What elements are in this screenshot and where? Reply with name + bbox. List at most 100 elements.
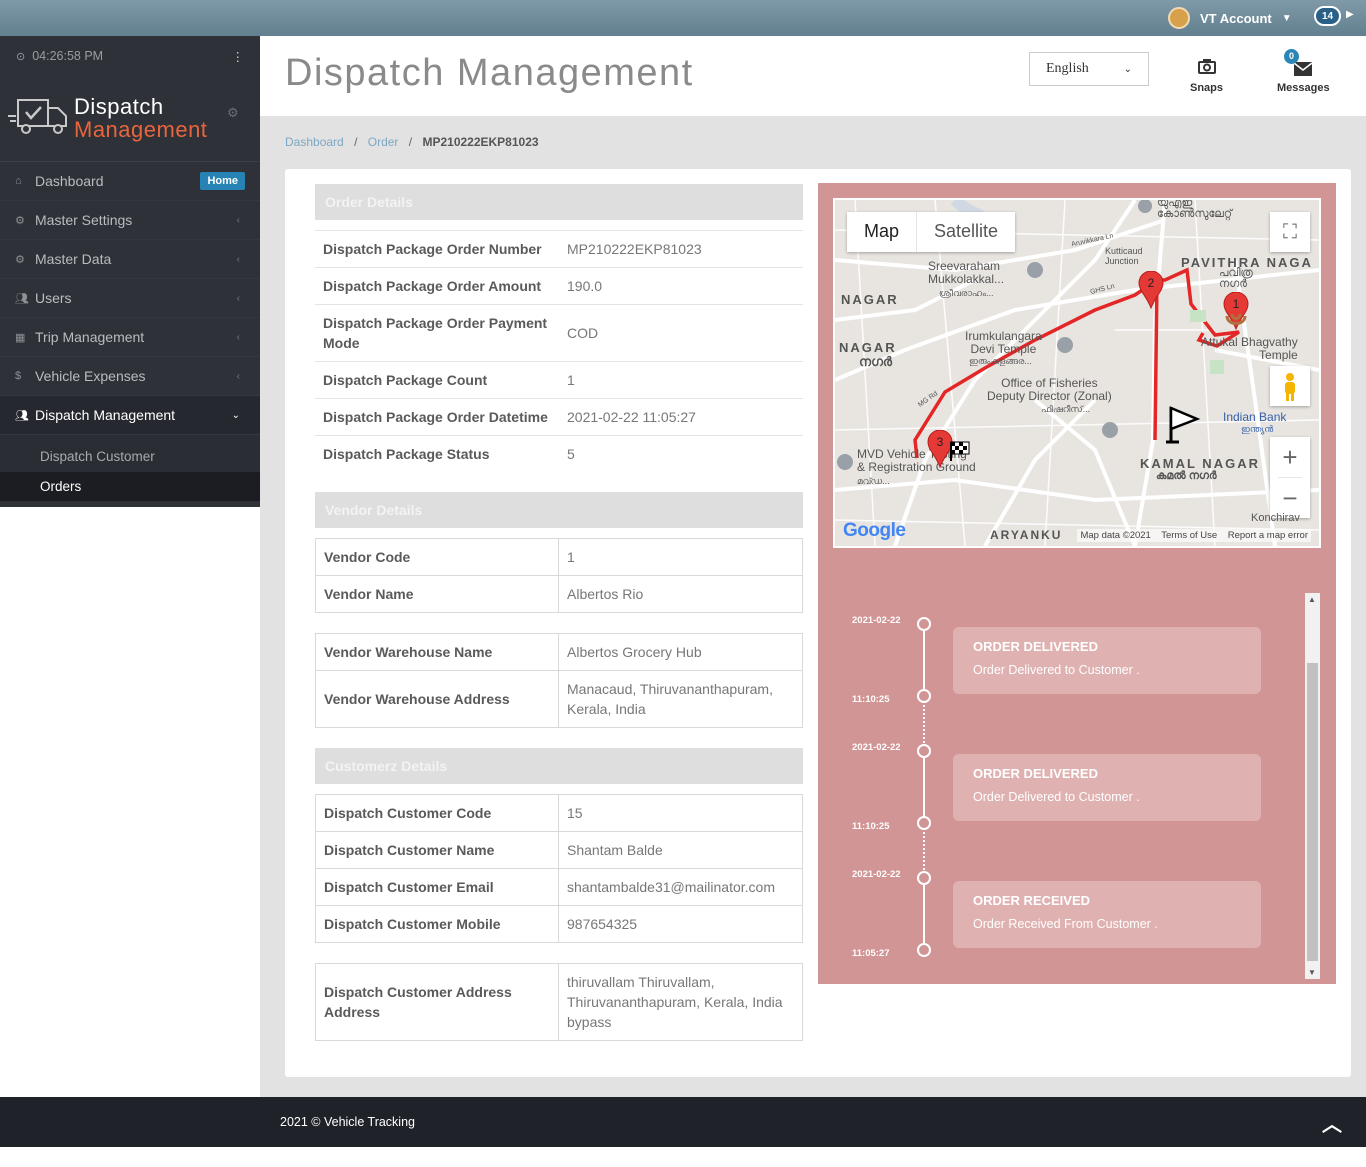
field-value: Manacaud, Thiruvananthapuram, Kerala, In… [558, 670, 803, 728]
order-details-heading: Order Details [315, 184, 803, 220]
field-label: Dispatch Package Order Number [315, 230, 559, 268]
dollar-icon: $ [15, 370, 22, 382]
timeline-dot [917, 744, 931, 758]
customer-details-table: Dispatch Customer Code 15 Dispatch Custom… [315, 794, 803, 943]
field-label: Vendor Code [315, 538, 559, 576]
timeline-time: 11:10:25 [852, 694, 890, 705]
avatar [1168, 7, 1190, 29]
clock-icon: ⊙ [16, 50, 26, 63]
snaps-button[interactable]: Snaps [1190, 58, 1223, 94]
logo-line1: Dispatch [74, 94, 164, 119]
table-row: Vendor Warehouse Address Manacaud, Thiruv… [315, 670, 803, 728]
order-details-table: Dispatch Package Order Number MP210222EKP… [315, 230, 803, 473]
sidebar-item-label: Users [35, 290, 72, 306]
zoom-in-icon[interactable]: + [1282, 442, 1298, 472]
account-label: VT Account [1200, 10, 1272, 26]
field-value: Albertos Grocery Hub [558, 633, 803, 671]
field-value: 15 [558, 794, 803, 832]
sidebar: ⊙ 04:26:58 PM ⋮ Dispatch Management ⚙ ⌂ … [0, 36, 260, 507]
field-label: Dispatch Package Order Payment Mode [315, 304, 559, 362]
table-row: Dispatch Package Status 5 [315, 435, 803, 473]
map-label: Irumkulangara Devi Temple [965, 329, 1042, 356]
more-vert-icon[interactable]: ⋮ [231, 49, 245, 64]
map-label: ഫിഷറീസ്... [1041, 404, 1091, 414]
destination-flag-icon[interactable] [1165, 405, 1201, 445]
timeline-date: 2021-02-22 [852, 742, 901, 753]
map-label: Kutticaud Junction [1105, 246, 1143, 266]
timeline-line-dotted [923, 705, 925, 759]
field-label: Dispatch Package Order Amount [315, 267, 559, 305]
timeline-card-desc: Order Delivered to Customer . [973, 790, 1140, 804]
field-label: Vendor Warehouse Name [315, 633, 559, 671]
sidebar-item-dashboard[interactable]: ⌂ Dashboard Home [0, 162, 260, 201]
camera-icon [1190, 58, 1223, 82]
sidebar-item-label: Trip Management [35, 329, 145, 345]
calendar-icon: ▦ [15, 331, 26, 344]
scroll-down-icon[interactable]: ▼ [1308, 968, 1316, 977]
notification-badge[interactable]: 14 [1314, 6, 1342, 26]
timeline-card: ORDER RECEIVED Order Received From Custo… [953, 881, 1261, 948]
sidebar-item-label: Vehicle Expenses [35, 368, 146, 384]
map-type-satellite-button[interactable]: Satellite [916, 212, 1015, 252]
timeline-card: ORDER DELIVERED Order Delivered to Custo… [953, 754, 1261, 821]
map-label: Konchirav [1251, 512, 1300, 524]
breadcrumb-current: MP210222EKP81023 [422, 135, 539, 149]
map-marker-1[interactable]: 1 [1223, 292, 1249, 330]
zoom-out-icon[interactable]: − [1282, 483, 1298, 513]
sidebar-item-dispatch-management[interactable]: 👥︎ Dispatch Management ⌄ [0, 396, 260, 435]
breadcrumb-link-order[interactable]: Order [367, 135, 399, 149]
street-view-pegman-icon[interactable] [1270, 366, 1310, 406]
cogs-icon: ⚙ [15, 214, 25, 227]
poi-icon [837, 454, 853, 470]
scroll-up-icon[interactable]: ▲ [1308, 595, 1316, 604]
field-value: Shantam Balde [558, 831, 803, 869]
sidebar-item-label: Dashboard [35, 173, 104, 189]
gear-icon[interactable]: ⚙ [227, 105, 239, 120]
customer-details-heading: Customerz Details [315, 748, 803, 784]
field-value: MP210222EKP81023 [559, 230, 803, 268]
field-label: Dispatch Customer Mobile [315, 905, 559, 943]
page-footer: 2021 © Vehicle Tracking ︿ [0, 1097, 1366, 1147]
scroll-thumb[interactable] [1307, 663, 1318, 961]
breadcrumb-separator: / [354, 135, 358, 149]
table-row: Vendor Name Albertos Rio [315, 575, 803, 613]
field-label: Dispatch Customer Name [315, 831, 559, 869]
poi-icon [1102, 422, 1118, 438]
timeline-scrollbar[interactable]: ▲ ▼ [1305, 593, 1320, 979]
timeline-line-dotted [923, 832, 925, 886]
breadcrumb-link-dashboard[interactable]: Dashboard [285, 135, 344, 149]
messages-button[interactable]: Messages [1277, 58, 1330, 94]
sidebar-item-users[interactable]: 👥︎ Users ‹ [0, 279, 260, 318]
map-type-map-button[interactable]: Map [864, 221, 900, 241]
sidebar-item-master-settings[interactable]: ⚙ Master Settings ‹ [0, 201, 260, 240]
sidebar-item-vehicle-expenses[interactable]: $ Vehicle Expenses ‹ [0, 357, 260, 396]
sidebar-subitem-orders[interactable]: Orders [0, 472, 260, 501]
messages-count-badge: 0 [1284, 49, 1299, 64]
timeline-card-title: ORDER RECEIVED [973, 893, 1091, 908]
timeline-card: ORDER DELIVERED Order Delivered to Custo… [953, 627, 1261, 694]
map-marker-3[interactable]: 3 [927, 430, 953, 468]
breadcrumb: Dashboard / Order / MP210222EKP81023 [285, 135, 539, 149]
map-label: പവിത്ര നഗർ [1219, 267, 1253, 290]
route-map[interactable]: Map Satellite ⛶ + − യുഎഇ കോൺസുലേറ്റ് PAV… [833, 198, 1321, 548]
map-marker-2[interactable]: 2 [1138, 271, 1164, 309]
language-select[interactable]: English ⌄ [1029, 52, 1149, 86]
sidebar-subitem-dispatch-customer[interactable]: Dispatch Customer [40, 449, 155, 464]
brand-logo[interactable]: Dispatch Management ⚙ [0, 76, 260, 162]
logo-line2: Management [74, 117, 208, 142]
map-label: PAVITHRA NAGA [1181, 255, 1313, 270]
chevron-right-icon[interactable]: ▶ [1346, 9, 1354, 20]
map-label: KAMAL NAGAR [1140, 456, 1260, 471]
language-value: English [1046, 61, 1089, 76]
timeline-date: 2021-02-22 [852, 615, 901, 626]
sidebar-item-master-data[interactable]: ⚙ Master Data ‹ [0, 240, 260, 279]
chevron-left-icon: ‹ [236, 292, 240, 304]
map-label: ഇരുംകുളങ്ങര... [969, 356, 1032, 366]
field-value: Albertos Rio [558, 575, 803, 613]
scroll-to-top-icon[interactable]: ︿ [1322, 1114, 1342, 1136]
home-icon: ⌂ [15, 175, 22, 187]
fullscreen-icon[interactable]: ⛶ [1270, 212, 1310, 252]
account-menu[interactable]: VT Account ▼ [1168, 6, 1292, 30]
sidebar-item-trip-management[interactable]: ▦ Trip Management ‹ [0, 318, 260, 357]
map-attribution[interactable]: Map data ©2021 Terms of Use Report a map… [1077, 529, 1311, 542]
